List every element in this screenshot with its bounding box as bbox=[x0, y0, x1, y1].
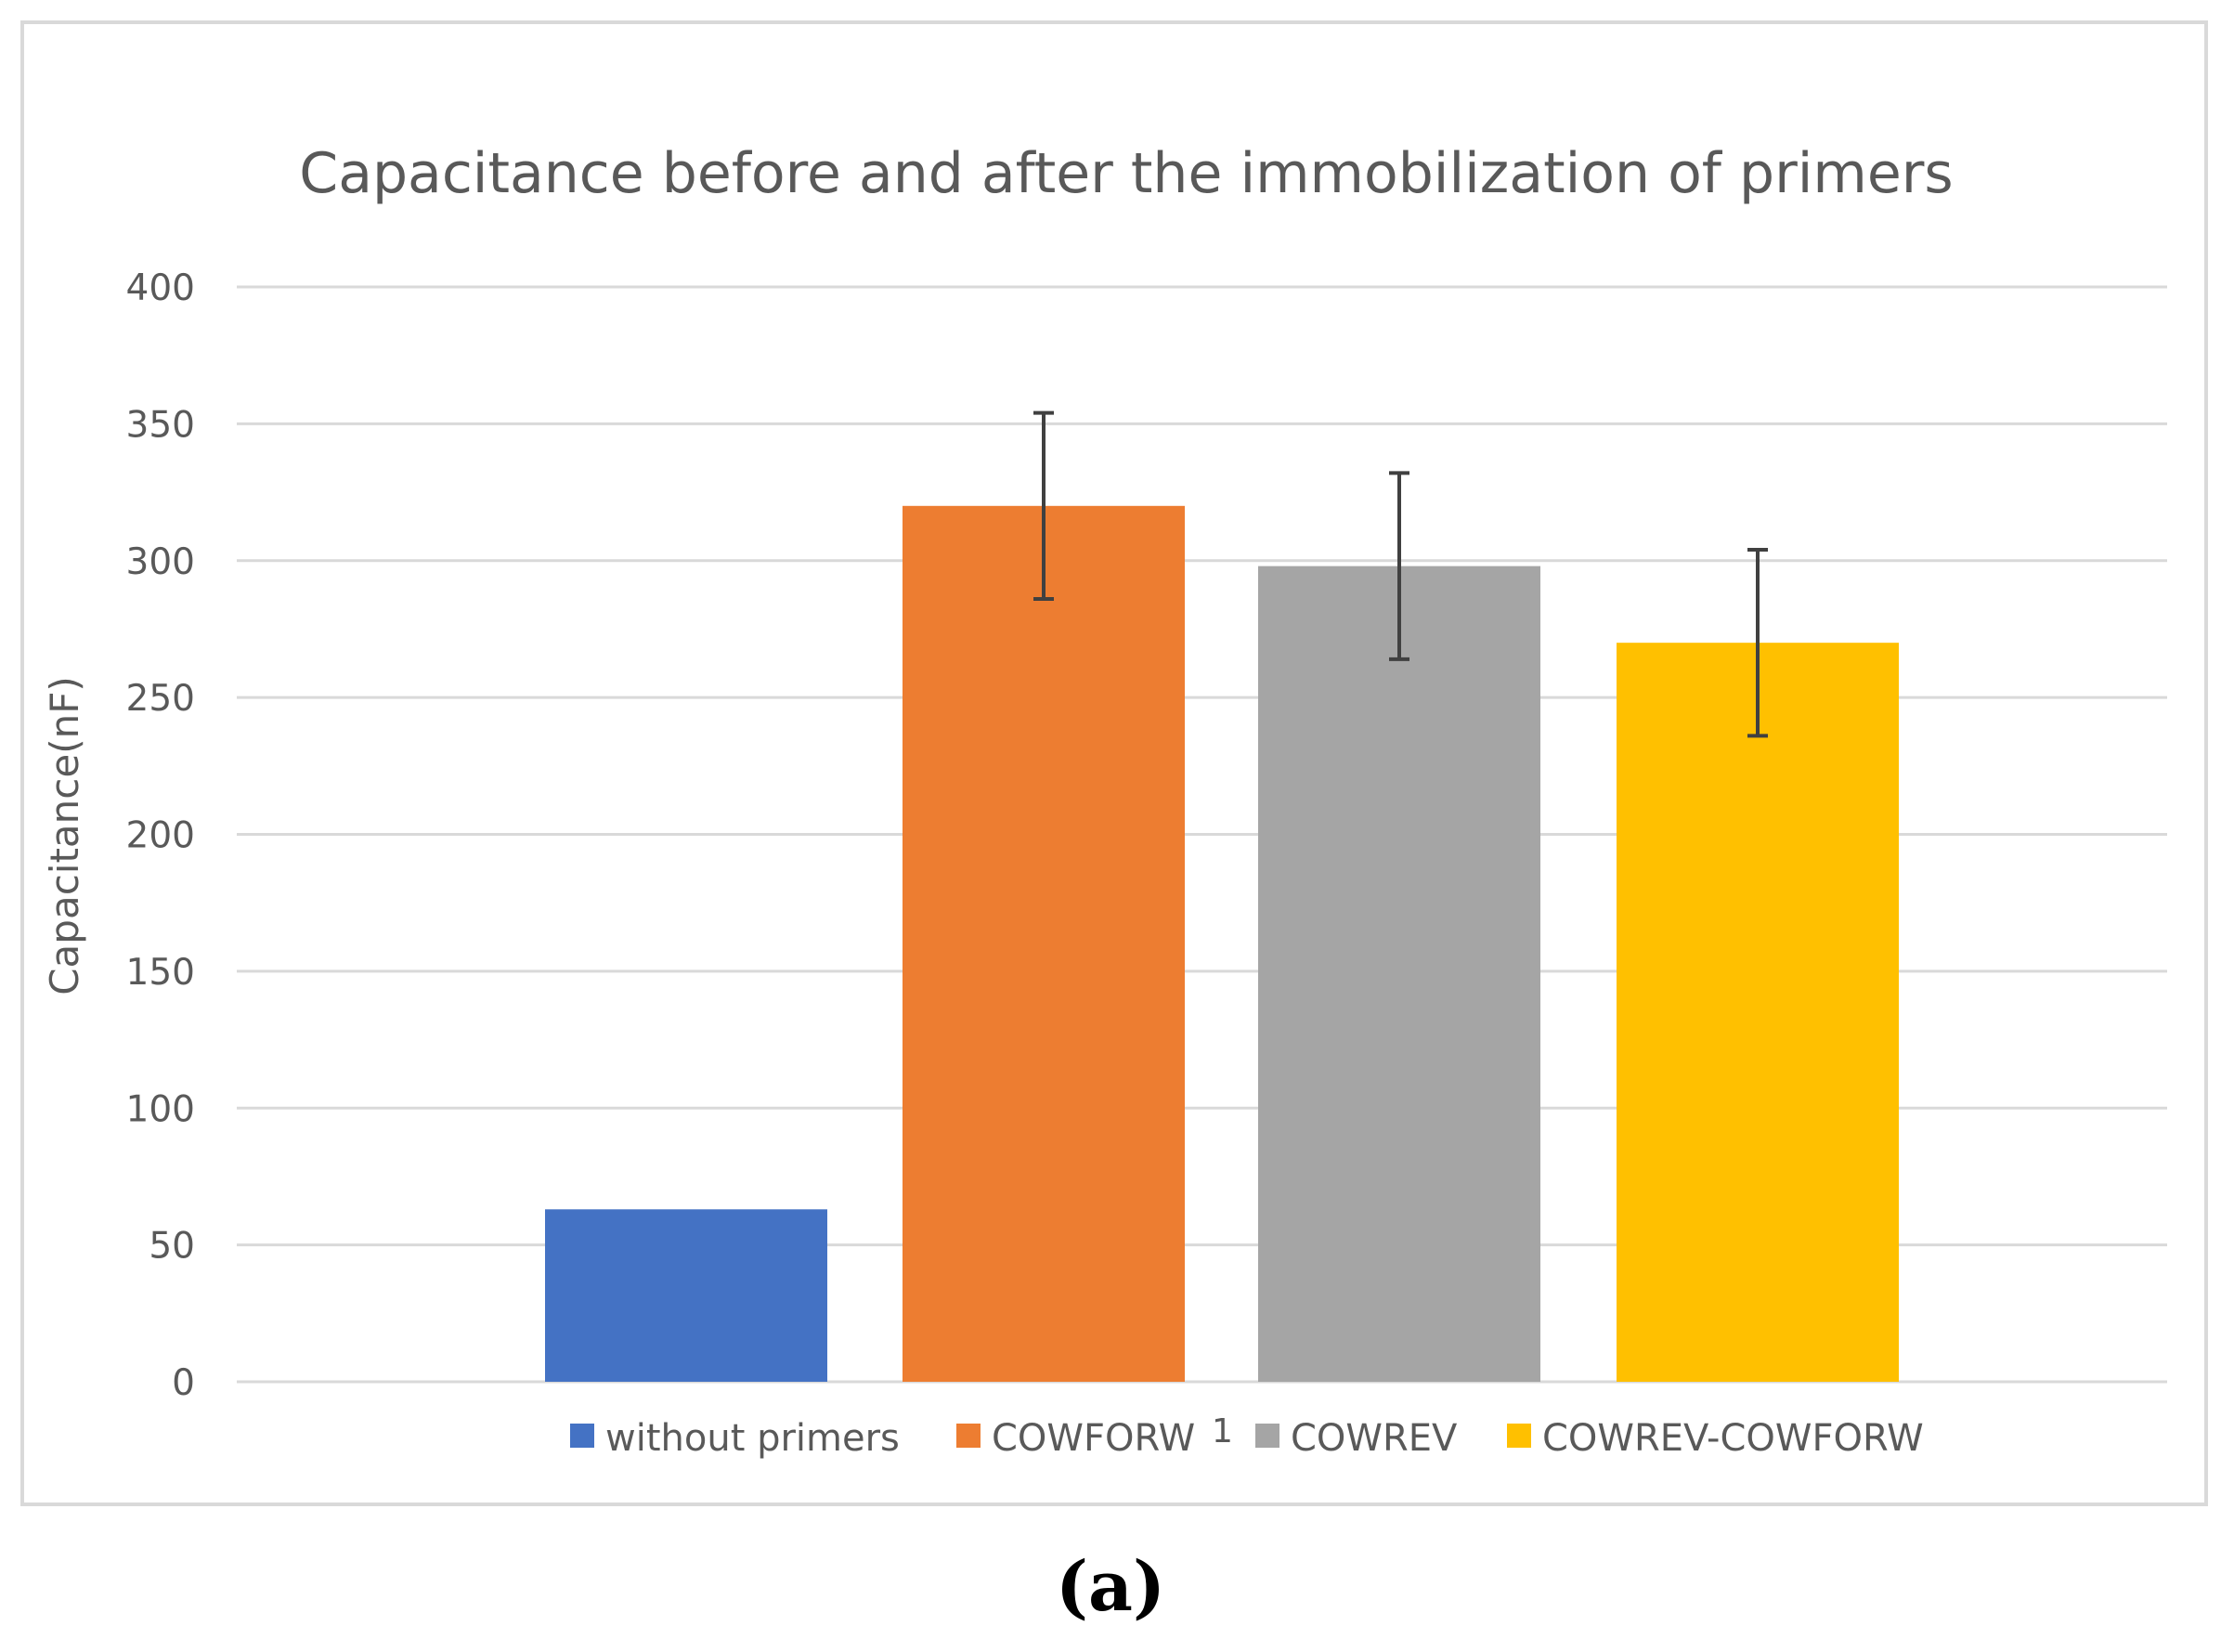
legend: without primers COWFORW COWREV COWREV-COWFO… bbox=[570, 1412, 1924, 1460]
y-tick-label: 200 bbox=[126, 815, 195, 857]
panel-label: (a) bbox=[1056, 1547, 1165, 1627]
bar-layer bbox=[545, 505, 1899, 1382]
legend-swatch-cowrev bbox=[1255, 1424, 1279, 1448]
y-tick-labels: 0 50 100 150 200 250 300 350 400 bbox=[126, 267, 195, 1404]
error-bar-layer bbox=[1033, 410, 1768, 738]
y-tick-label: 300 bbox=[126, 541, 195, 583]
y-tick-label: 150 bbox=[126, 952, 195, 994]
bar-cowrev-cowforw bbox=[1617, 643, 1899, 1382]
legend-annotation: 1 bbox=[1212, 1412, 1233, 1450]
y-tick-label: 0 bbox=[172, 1362, 195, 1404]
y-tick-label: 250 bbox=[126, 678, 195, 720]
bar-cowrev bbox=[1258, 566, 1540, 1382]
chart-svg: Capacitance before and after the immobil… bbox=[42, 141, 2167, 1460]
chart-title: Capacitance before and after the immobil… bbox=[299, 141, 1953, 206]
bar-cowforw bbox=[903, 505, 1185, 1382]
y-tick-label: 100 bbox=[126, 1088, 195, 1130]
error-bar-cowrev-cowforw bbox=[1747, 547, 1768, 738]
error-bar-cowforw bbox=[1033, 410, 1054, 602]
error-bar-cowrev bbox=[1389, 471, 1409, 661]
legend-swatch-without-primers bbox=[570, 1424, 594, 1448]
legend-swatch-cowforw bbox=[956, 1424, 981, 1448]
legend-label-cowrev-cowforw: COWREV-COWFORW bbox=[1542, 1417, 1924, 1460]
y-tick-label: 350 bbox=[126, 404, 195, 446]
legend-label-without-primers: without primers bbox=[605, 1417, 900, 1460]
legend-label-cowforw: COWFORW bbox=[992, 1417, 1195, 1460]
y-tick-label: 50 bbox=[149, 1226, 195, 1268]
legend-swatch-cowrev-cowforw bbox=[1507, 1424, 1531, 1448]
y-axis-title: Capacitance(nF) bbox=[42, 676, 87, 995]
bar-without-primers bbox=[545, 1209, 827, 1382]
legend-label-cowrev: COWREV bbox=[1291, 1417, 1458, 1460]
y-tick-label: 400 bbox=[126, 267, 195, 309]
